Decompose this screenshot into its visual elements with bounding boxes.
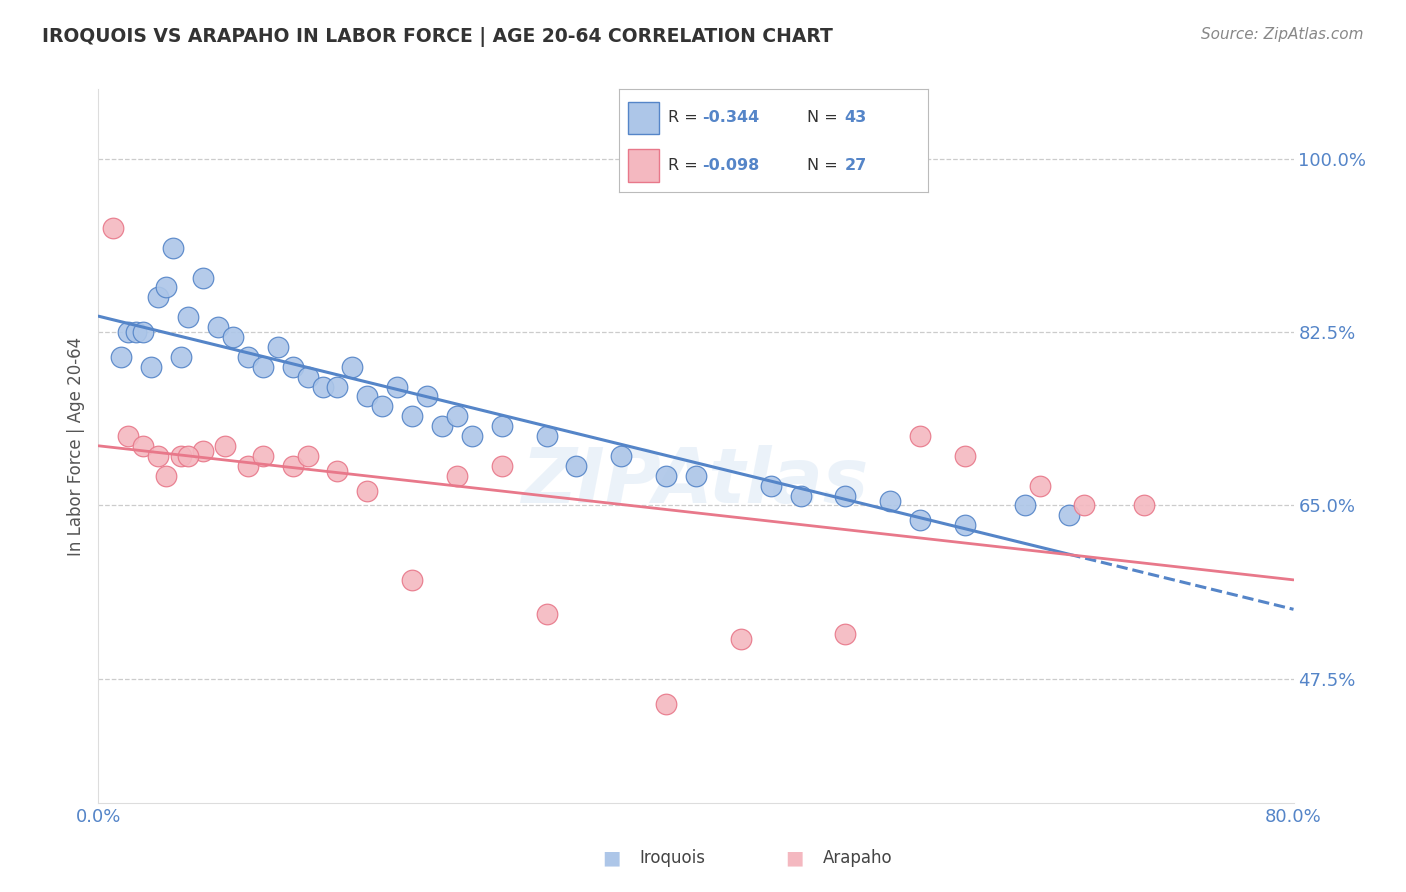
- Point: [177, 449, 200, 463]
- Text: N =: N =: [807, 111, 844, 126]
- Point: [685, 468, 707, 483]
- Point: [759, 478, 782, 492]
- Point: [565, 458, 588, 473]
- Text: IROQUOIS VS ARAPAHO IN LABOR FORCE | AGE 20-64 CORRELATION CHART: IROQUOIS VS ARAPAHO IN LABOR FORCE | AGE…: [42, 27, 832, 46]
- Point: [191, 444, 214, 458]
- Point: [342, 359, 364, 374]
- Point: [655, 697, 678, 711]
- Point: [908, 429, 931, 443]
- Point: [789, 489, 811, 503]
- Point: [536, 607, 558, 622]
- Point: [162, 241, 184, 255]
- Point: [281, 359, 304, 374]
- Point: [1059, 508, 1081, 523]
- Point: [110, 350, 132, 364]
- Point: [371, 400, 394, 414]
- Point: [125, 325, 148, 339]
- Point: [214, 439, 236, 453]
- Point: [430, 419, 453, 434]
- Point: [191, 270, 214, 285]
- Text: 43: 43: [845, 111, 866, 126]
- Point: [879, 493, 901, 508]
- Point: [1133, 499, 1156, 513]
- Point: [491, 419, 513, 434]
- Point: [1014, 499, 1036, 513]
- Text: 27: 27: [845, 158, 866, 173]
- Point: [281, 458, 304, 473]
- Point: [655, 468, 678, 483]
- Point: [953, 518, 976, 533]
- Text: Arapaho: Arapaho: [823, 849, 893, 867]
- Point: [908, 513, 931, 527]
- Point: [356, 483, 378, 498]
- Point: [401, 573, 423, 587]
- Text: Source: ZipAtlas.com: Source: ZipAtlas.com: [1201, 27, 1364, 42]
- Text: ■: ■: [602, 848, 621, 868]
- Point: [610, 449, 633, 463]
- Point: [1073, 499, 1095, 513]
- Point: [326, 464, 349, 478]
- Point: [169, 350, 191, 364]
- Text: R =: R =: [668, 158, 703, 173]
- Point: [132, 325, 155, 339]
- Point: [385, 379, 409, 393]
- Point: [103, 221, 125, 235]
- Text: -0.344: -0.344: [702, 111, 759, 126]
- Point: [236, 458, 259, 473]
- Point: [207, 320, 229, 334]
- Point: [536, 429, 558, 443]
- Point: [148, 290, 170, 304]
- Text: N =: N =: [807, 158, 844, 173]
- Text: Iroquois: Iroquois: [640, 849, 706, 867]
- Point: [461, 429, 484, 443]
- Point: [1028, 478, 1050, 492]
- Point: [834, 627, 856, 641]
- Point: [155, 468, 177, 483]
- Point: [491, 458, 513, 473]
- Point: [326, 379, 349, 393]
- FancyBboxPatch shape: [628, 102, 659, 135]
- Text: ZIPAtlas: ZIPAtlas: [522, 445, 870, 518]
- Point: [155, 280, 177, 294]
- Point: [177, 310, 200, 325]
- Point: [132, 439, 155, 453]
- Text: ■: ■: [785, 848, 804, 868]
- Point: [446, 468, 468, 483]
- Point: [834, 489, 856, 503]
- Point: [252, 359, 274, 374]
- Point: [297, 449, 319, 463]
- Point: [311, 379, 333, 393]
- Point: [730, 632, 752, 647]
- Point: [222, 330, 245, 344]
- Point: [267, 340, 290, 354]
- Point: [416, 389, 439, 403]
- Point: [356, 389, 378, 403]
- Point: [148, 449, 170, 463]
- Point: [297, 369, 319, 384]
- Point: [252, 449, 274, 463]
- FancyBboxPatch shape: [628, 149, 659, 181]
- Point: [117, 429, 139, 443]
- Point: [169, 449, 191, 463]
- Point: [953, 449, 976, 463]
- Point: [139, 359, 162, 374]
- Point: [117, 325, 139, 339]
- Y-axis label: In Labor Force | Age 20-64: In Labor Force | Age 20-64: [66, 336, 84, 556]
- Point: [446, 409, 468, 424]
- Point: [401, 409, 423, 424]
- Text: R =: R =: [668, 111, 703, 126]
- Text: -0.098: -0.098: [702, 158, 759, 173]
- Point: [236, 350, 259, 364]
